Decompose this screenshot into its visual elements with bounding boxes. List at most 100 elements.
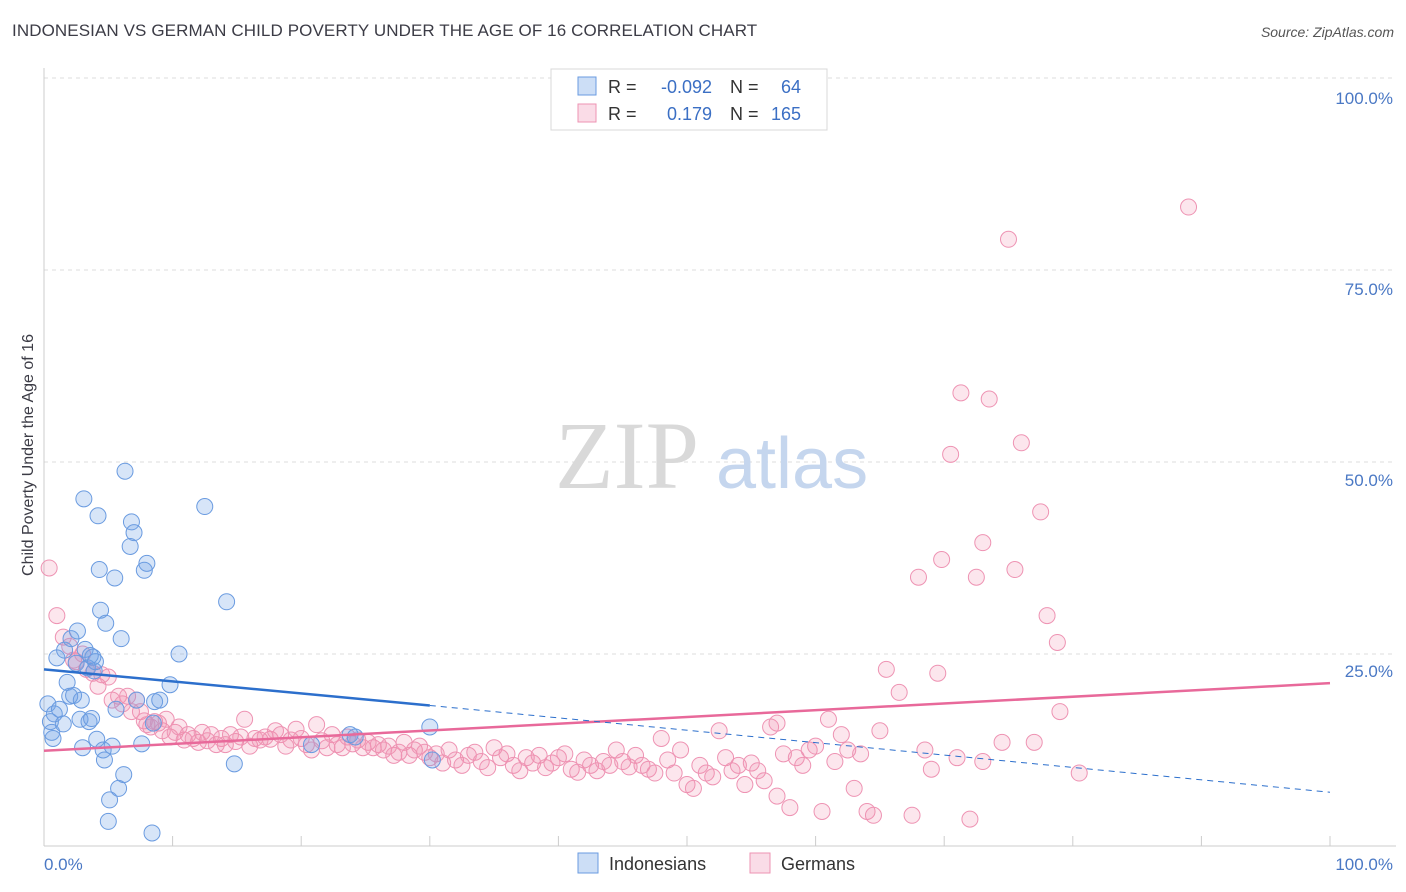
germans-point	[794, 756, 812, 774]
indonesians-point	[121, 537, 139, 555]
germans-point	[1048, 633, 1066, 651]
germans-point	[1006, 561, 1024, 579]
indonesians-point	[133, 735, 151, 753]
indonesians-point	[144, 714, 162, 732]
indonesians-point	[161, 676, 179, 694]
germans-point	[980, 390, 998, 408]
germans-point	[149, 714, 167, 732]
bottom-legend-swatch-germans[interactable]	[749, 852, 771, 874]
series-germans-points	[40, 198, 1198, 828]
germans-point	[749, 762, 767, 780]
bottom-legend-label-indonesians[interactable]: Indonesians	[609, 854, 706, 874]
bottom-legend-swatch-indonesians[interactable]	[577, 852, 599, 874]
germans-point	[157, 710, 175, 728]
indonesians-point	[83, 710, 101, 728]
indonesians-point	[50, 700, 68, 718]
indonesians-point	[41, 713, 59, 731]
x-axis-ticks	[43, 836, 1331, 846]
germans-point	[813, 802, 831, 820]
indonesians-point	[43, 723, 61, 741]
indonesians-point	[97, 614, 115, 632]
correlation-legend: R = -0.092 N = 64 R = 0.179 N = 165	[550, 68, 828, 131]
indonesians-point	[135, 561, 153, 579]
legend-r-value-0: -0.092	[661, 77, 712, 97]
indonesians-point	[302, 736, 320, 754]
indonesians-point	[44, 729, 62, 747]
germans-point	[1070, 764, 1088, 782]
germans-point	[646, 764, 664, 782]
indonesians-point	[106, 569, 124, 587]
germans-point	[967, 568, 985, 586]
indonesians-trend-line	[43, 668, 430, 707]
x-tick-label-max: 100.0%	[1335, 855, 1393, 874]
germans-point	[933, 551, 951, 569]
germans-point	[974, 753, 992, 771]
germans-point	[333, 739, 351, 757]
germans-point	[684, 779, 702, 797]
germans-point	[845, 779, 863, 797]
germans-point	[974, 534, 992, 552]
indonesians-point	[225, 755, 243, 773]
germans-point	[40, 559, 58, 577]
legend-n-label-1: N =	[730, 104, 759, 124]
bottom-legend-label-germans[interactable]: Germans	[781, 854, 855, 874]
indonesians-trend-extension	[429, 704, 1331, 793]
indonesians-point	[125, 524, 143, 542]
germans-point	[1038, 607, 1056, 625]
germans-point	[704, 768, 722, 786]
germans-point	[922, 760, 940, 778]
germans-point	[993, 733, 1011, 751]
indonesians-point	[143, 824, 161, 842]
source-label: Source: ZipAtlas.com	[1260, 24, 1394, 40]
germans-point	[1025, 733, 1043, 751]
germans-point	[929, 664, 947, 682]
germans-point	[768, 714, 786, 732]
germans-point	[1032, 503, 1050, 521]
legend-n-label-0: N =	[730, 77, 759, 97]
gridlines	[44, 77, 1396, 655]
germans-point	[903, 806, 921, 824]
germans-point	[221, 726, 239, 744]
germans-point	[948, 749, 966, 767]
germans-point	[236, 710, 254, 728]
legend-swatch-germans	[577, 103, 597, 123]
indonesians-point	[218, 593, 236, 611]
legend-r-label-1: R =	[608, 104, 637, 124]
germans-point	[736, 776, 754, 794]
y-tick-label-100: 100.0%	[1335, 89, 1393, 108]
legend-r-label-0: R =	[608, 77, 637, 97]
germans-point	[1180, 198, 1198, 216]
germans-point	[466, 743, 484, 761]
germans-point	[942, 445, 960, 463]
legend-r-value-1: 0.179	[667, 104, 712, 124]
indonesians-point	[115, 766, 133, 784]
germans-point	[665, 764, 683, 782]
germans-point	[890, 683, 908, 701]
indonesians-point	[92, 601, 110, 619]
germans-point	[627, 746, 645, 764]
indonesians-point	[84, 648, 102, 666]
indonesians-point	[151, 691, 169, 709]
germans-point	[479, 759, 497, 777]
germans-point	[588, 762, 606, 780]
indonesians-point	[107, 700, 125, 718]
indonesians-point	[423, 751, 441, 769]
indonesians-point	[95, 751, 113, 769]
germans-point	[48, 607, 66, 625]
germans-point	[556, 745, 574, 763]
germans-point	[807, 737, 825, 755]
germans-point	[819, 710, 837, 728]
germans-point	[826, 753, 844, 771]
germans-point	[652, 729, 670, 747]
series-legend[interactable]: Indonesians Germans	[577, 852, 855, 874]
indonesians-point	[101, 791, 119, 809]
legend-box	[550, 68, 828, 131]
germans-point	[472, 753, 490, 771]
indonesians-point	[128, 691, 146, 709]
indonesians-point	[80, 713, 98, 731]
watermark-atlas: atlas	[716, 424, 868, 504]
x-tick-label-min: 0.0%	[44, 855, 83, 874]
y-tick-label-75: 75.0%	[1345, 280, 1393, 299]
germans-point	[774, 745, 792, 763]
